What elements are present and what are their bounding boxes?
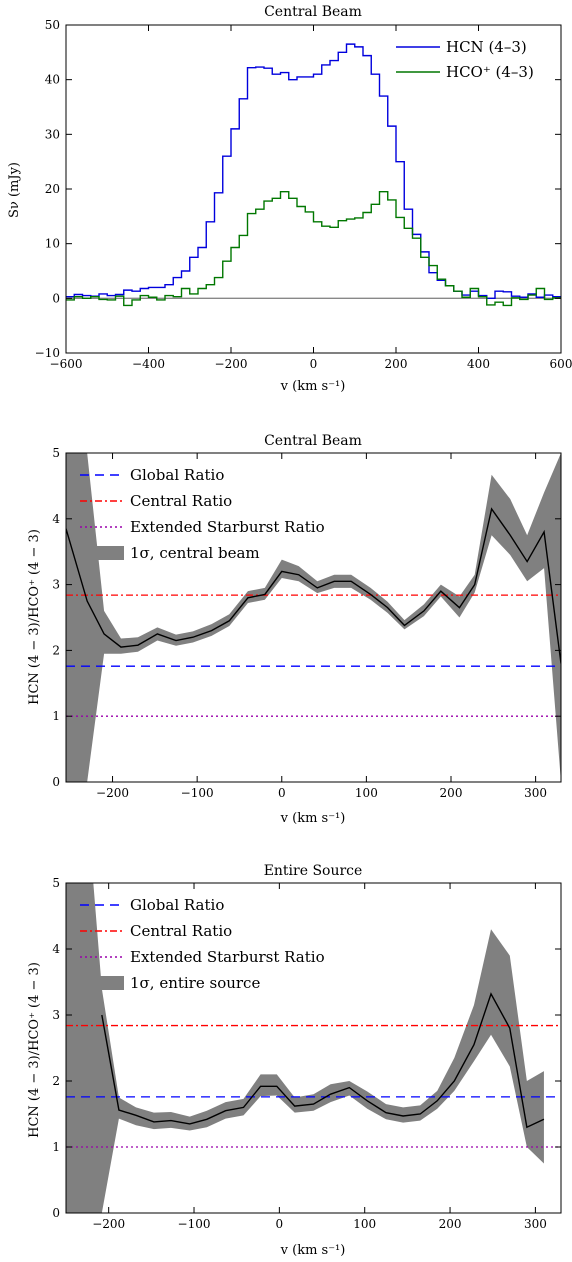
chart1-xtick-label: 400 bbox=[467, 357, 490, 371]
chart2-ytick-label: 4 bbox=[52, 512, 60, 526]
chart3-ytick-label: 3 bbox=[52, 1008, 60, 1022]
chart2-legend-label: Central Ratio bbox=[130, 492, 232, 510]
chart2-ytick-label: 1 bbox=[52, 709, 60, 723]
chart-entire-source-ratio: Entire Source −200 −100 0 100 200 300 0 1 2 3 4 5 v… bbox=[27, 863, 562, 1258]
chart1-xtick-label: −200 bbox=[215, 357, 248, 371]
chart3-axes-frame bbox=[65, 882, 562, 1214]
chart3-data-layer bbox=[66, 883, 561, 1213]
chart3-series-line-1 bbox=[101, 992, 545, 1129]
chart1-xtick-label: 0 bbox=[310, 357, 318, 371]
chart1-ylabel: Sν (mJy) bbox=[7, 162, 22, 218]
chart2-ytick-label: 3 bbox=[52, 578, 60, 592]
chart3-xtick-label: 0 bbox=[276, 1217, 284, 1231]
chart3-ytick-label: 4 bbox=[52, 942, 60, 956]
chart2-legend-label: Global Ratio bbox=[130, 466, 224, 484]
chart1-legend: HCN (4–3) HCO⁺ (4–3) bbox=[396, 38, 534, 81]
chart1-title: Central Beam bbox=[264, 4, 362, 20]
chart2-plot-area: −200 −100 0 100 200 300 0 1 2 3 4 5 bbox=[52, 446, 562, 800]
chart-central-beam-spectrum: Central Beam −600 −400 −200 0 200 400 600 −10 0 1… bbox=[7, 4, 572, 394]
chart2-xtick-label: 100 bbox=[355, 786, 378, 800]
chart3-legend: Global Ratio Central Ratio Extended Starbu… bbox=[80, 896, 325, 992]
chart1-series-line-1 bbox=[66, 43, 561, 300]
chart3-xtick-label: 200 bbox=[439, 1217, 462, 1231]
chart3-plot-area: −200 −100 0 100 200 300 0 1 2 3 4 5 bbox=[52, 876, 562, 1231]
chart1-series-line-2 bbox=[66, 191, 561, 307]
chart3-xtick-label: 300 bbox=[524, 1217, 547, 1231]
chart2-xtick-label: −200 bbox=[96, 786, 129, 800]
chart3-ytick-label: 0 bbox=[52, 1206, 60, 1220]
chart3-legend-label: Global Ratio bbox=[130, 896, 224, 914]
chart1-plot-area: −600 −400 −200 0 200 400 600 −10 0 10 20 30 40 50 bbox=[35, 18, 572, 371]
chart3-ytick-label: 5 bbox=[52, 876, 60, 890]
chart1-ytick-label: 40 bbox=[45, 73, 60, 87]
chart1-ytick-label: 50 bbox=[45, 18, 60, 32]
chart2-ylabel: HCN (4 − 3)/HCO⁺ (4 − 3) bbox=[27, 529, 42, 705]
chart2-legend: Global Ratio Central Ratio Extended Starbu… bbox=[80, 466, 325, 562]
chart2-legend-label: Extended Starburst Ratio bbox=[130, 518, 325, 536]
chart3-xtick-label: −100 bbox=[178, 1217, 211, 1231]
chart3-xtick-label: −200 bbox=[92, 1217, 125, 1231]
chart2-xtick-label: 200 bbox=[440, 786, 463, 800]
chart2-legend-label: 1σ, central beam bbox=[130, 544, 260, 562]
chart3-xlabel: v (km s⁻¹) bbox=[280, 1243, 346, 1258]
chart3-legend-band-swatch bbox=[80, 976, 124, 990]
chart3-legend-label: Extended Starburst Ratio bbox=[130, 948, 325, 966]
chart1-ytick-label: 30 bbox=[45, 127, 60, 141]
chart1-xtick-label: −400 bbox=[132, 357, 165, 371]
chart3-xtick-label: 100 bbox=[353, 1217, 376, 1231]
chart2-axes-frame bbox=[65, 452, 562, 783]
chart1-ytick-label: 10 bbox=[45, 237, 60, 251]
chart2-xlabel: v (km s⁻¹) bbox=[280, 811, 346, 826]
chart1-legend-label: HCN (4–3) bbox=[446, 38, 527, 56]
chart1-xtick-label: 600 bbox=[550, 357, 572, 371]
chart1-ytick-label: 0 bbox=[52, 291, 60, 305]
chart2-xtick-label: −100 bbox=[181, 786, 214, 800]
chart1-xtick-label: −600 bbox=[50, 357, 83, 371]
chart2-title: Central Beam bbox=[264, 433, 362, 449]
chart1-ytick-label: −10 bbox=[35, 346, 60, 360]
chart2-ytick-label: 2 bbox=[52, 643, 60, 657]
chart1-xtick-label: 200 bbox=[385, 357, 408, 371]
chart-central-beam-ratio: Central Beam −200 −100 0 100 200 300 0 1 2 3 4 5 v … bbox=[27, 433, 562, 826]
chart1-ytick-label: 20 bbox=[45, 182, 60, 196]
chart1-legend-label: HCO⁺ (4–3) bbox=[446, 63, 534, 81]
chart2-xtick-label: 0 bbox=[278, 786, 286, 800]
chart3-legend-label: Central Ratio bbox=[130, 922, 232, 940]
chart3-ytick-label: 1 bbox=[52, 1140, 60, 1154]
chart2-data-layer bbox=[66, 453, 561, 782]
chart1-xlabel: v (km s⁻¹) bbox=[280, 379, 346, 394]
chart2-ytick-label: 5 bbox=[52, 446, 60, 460]
chart1-data-layer bbox=[66, 43, 561, 307]
chart3-ytick-label: 2 bbox=[52, 1074, 60, 1088]
chart2-ytick-label: 0 bbox=[52, 775, 60, 789]
chart2-series-line-1 bbox=[66, 507, 561, 664]
chart3-legend-label: 1σ, entire source bbox=[130, 974, 260, 992]
chart3-ylabel: HCN (4 − 3)/HCO⁺ (4 − 3) bbox=[27, 962, 42, 1138]
chart3-title: Entire Source bbox=[264, 863, 363, 879]
chart2-legend-band-swatch bbox=[80, 546, 124, 560]
chart2-xtick-label: 300 bbox=[524, 786, 547, 800]
